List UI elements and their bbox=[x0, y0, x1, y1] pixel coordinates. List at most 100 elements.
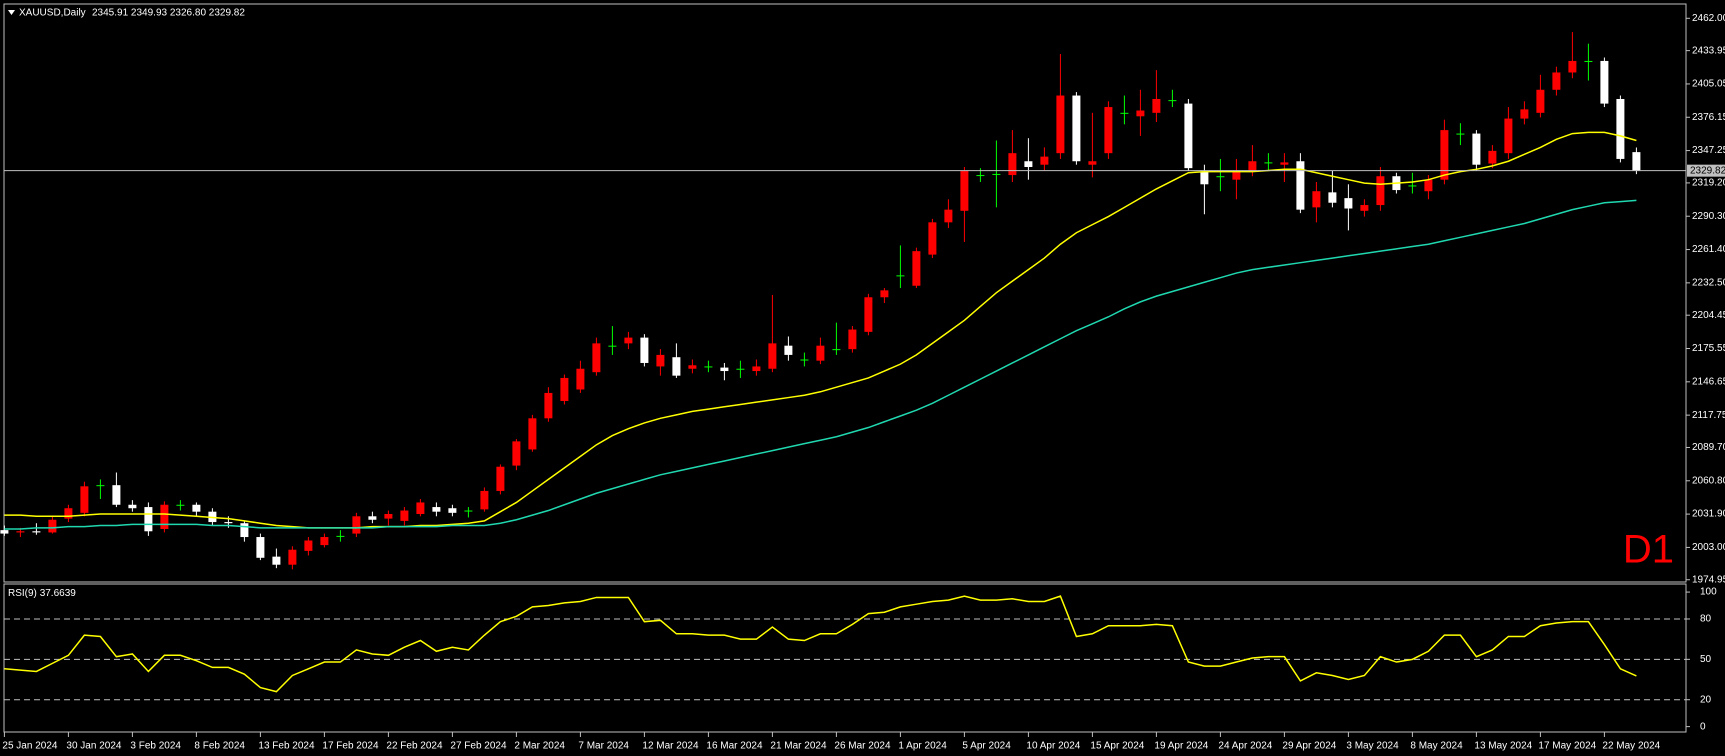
y-tick-label: 2376.15 bbox=[1692, 112, 1725, 123]
candle-body bbox=[752, 366, 761, 372]
candle-body bbox=[1136, 110, 1145, 117]
candle-body bbox=[0, 530, 9, 534]
y-tick-label: 2175.55 bbox=[1692, 343, 1725, 354]
candle-body bbox=[1232, 170, 1241, 180]
candle-body bbox=[176, 504, 185, 506]
candle-body bbox=[976, 175, 985, 177]
candle-body bbox=[1600, 60, 1609, 104]
rsi-name: RSI(9) bbox=[8, 588, 37, 599]
candle-body bbox=[992, 173, 1001, 175]
candle-body bbox=[928, 222, 937, 255]
x-tick-label: 24 Apr 2024 bbox=[1218, 741, 1272, 752]
y-tick-label: 2290.30 bbox=[1692, 211, 1725, 222]
y-tick-label: 2060.80 bbox=[1692, 475, 1725, 486]
y-tick-label: 100 bbox=[1700, 587, 1717, 598]
candle-body bbox=[1216, 176, 1225, 178]
candle-body bbox=[1120, 112, 1129, 114]
candle-body bbox=[944, 209, 953, 223]
candle-body bbox=[1184, 103, 1193, 169]
x-tick-label: 13 May 2024 bbox=[1474, 741, 1532, 752]
candle-body bbox=[432, 507, 441, 512]
candle-body bbox=[624, 337, 633, 344]
candle-body bbox=[1312, 191, 1321, 208]
candle-body bbox=[784, 345, 793, 355]
candle-body bbox=[384, 513, 393, 519]
candle-body bbox=[704, 366, 713, 368]
rsi-panel bbox=[3, 583, 1687, 733]
candle-body bbox=[608, 345, 617, 347]
menu-arrow[interactable] bbox=[8, 10, 15, 15]
y-tick-label: 2462.00 bbox=[1692, 13, 1725, 24]
candle-body bbox=[480, 490, 489, 510]
candle-body bbox=[1536, 89, 1545, 113]
y-tick-label: 1974.95 bbox=[1692, 574, 1725, 585]
candle-body bbox=[48, 519, 57, 533]
x-tick-label: 10 Apr 2024 bbox=[1026, 741, 1080, 752]
candle-body bbox=[1440, 130, 1449, 180]
rsi-line bbox=[4, 595, 1637, 693]
candle-body bbox=[1056, 95, 1065, 154]
candle-body bbox=[880, 290, 889, 298]
y-tick-label: 2232.50 bbox=[1692, 277, 1725, 288]
x-tick-label: 3 Feb 2024 bbox=[130, 741, 181, 752]
x-tick-label: 30 Jan 2024 bbox=[66, 741, 121, 752]
candle-body bbox=[240, 523, 249, 538]
candle-body bbox=[32, 531, 41, 533]
x-tick-label: 19 Apr 2024 bbox=[1154, 741, 1208, 752]
x-tick-label: 1 Apr 2024 bbox=[898, 741, 947, 752]
candle-body bbox=[816, 345, 825, 361]
candle-body bbox=[1200, 171, 1209, 185]
candle-body bbox=[224, 522, 233, 524]
x-tick-label: 22 May 2024 bbox=[1602, 741, 1660, 752]
candle-body bbox=[640, 337, 649, 363]
candle-body bbox=[304, 540, 313, 551]
candle-body bbox=[144, 507, 153, 532]
x-tick-label: 13 Feb 2024 bbox=[258, 741, 315, 752]
y-tick-label: 2146.65 bbox=[1692, 376, 1725, 387]
candle-body bbox=[112, 485, 121, 505]
candle-body bbox=[368, 516, 377, 520]
candle-body bbox=[160, 504, 169, 529]
y-tick-label: 2319.20 bbox=[1692, 178, 1725, 189]
candle-body bbox=[656, 354, 665, 367]
candle-body bbox=[1328, 192, 1337, 203]
candle-body bbox=[1568, 60, 1577, 73]
candle-body bbox=[736, 368, 745, 370]
candle-body bbox=[1456, 133, 1465, 135]
last-price-box bbox=[1687, 164, 1725, 177]
y-tick-label: 20 bbox=[1700, 694, 1712, 705]
y-tick-label: 2031.90 bbox=[1692, 509, 1725, 520]
x-tick-label: 22 Feb 2024 bbox=[386, 741, 443, 752]
candle-body bbox=[400, 510, 409, 521]
x-tick-label: 26 Mar 2024 bbox=[834, 741, 891, 752]
x-tick-label: 8 May 2024 bbox=[1410, 741, 1463, 752]
candle-body bbox=[800, 359, 809, 361]
x-tick-label: 3 May 2024 bbox=[1346, 741, 1399, 752]
candle-body bbox=[848, 329, 857, 350]
x-tick-label: 12 Mar 2024 bbox=[642, 741, 699, 752]
x-tick-label: 17 Feb 2024 bbox=[322, 741, 379, 752]
candle-body bbox=[1296, 161, 1305, 210]
rsi-value: 37.6639 bbox=[40, 588, 77, 599]
candle-body bbox=[960, 170, 969, 211]
candle-body bbox=[864, 297, 873, 332]
x-tick-label: 15 Apr 2024 bbox=[1090, 741, 1144, 752]
candle-body bbox=[1376, 176, 1385, 206]
candle-body bbox=[576, 368, 585, 390]
chart-title: XAUUSD,Daily bbox=[19, 8, 86, 19]
candle-body bbox=[1616, 98, 1625, 159]
candle-body bbox=[96, 485, 105, 487]
candle-body bbox=[16, 531, 25, 533]
candle-body bbox=[768, 343, 777, 369]
candle-body bbox=[592, 343, 601, 373]
candle-body bbox=[544, 392, 553, 419]
candle-body bbox=[1504, 118, 1513, 154]
moving-average bbox=[4, 199, 1637, 530]
x-tick-label: 29 Apr 2024 bbox=[1282, 741, 1336, 752]
candle-body bbox=[464, 510, 473, 512]
candle-body bbox=[512, 441, 521, 466]
y-tick-label: 2117.75 bbox=[1692, 410, 1725, 421]
candle-body bbox=[128, 504, 137, 509]
candle-body bbox=[912, 251, 921, 286]
x-tick-label: 8 Feb 2024 bbox=[194, 741, 245, 752]
